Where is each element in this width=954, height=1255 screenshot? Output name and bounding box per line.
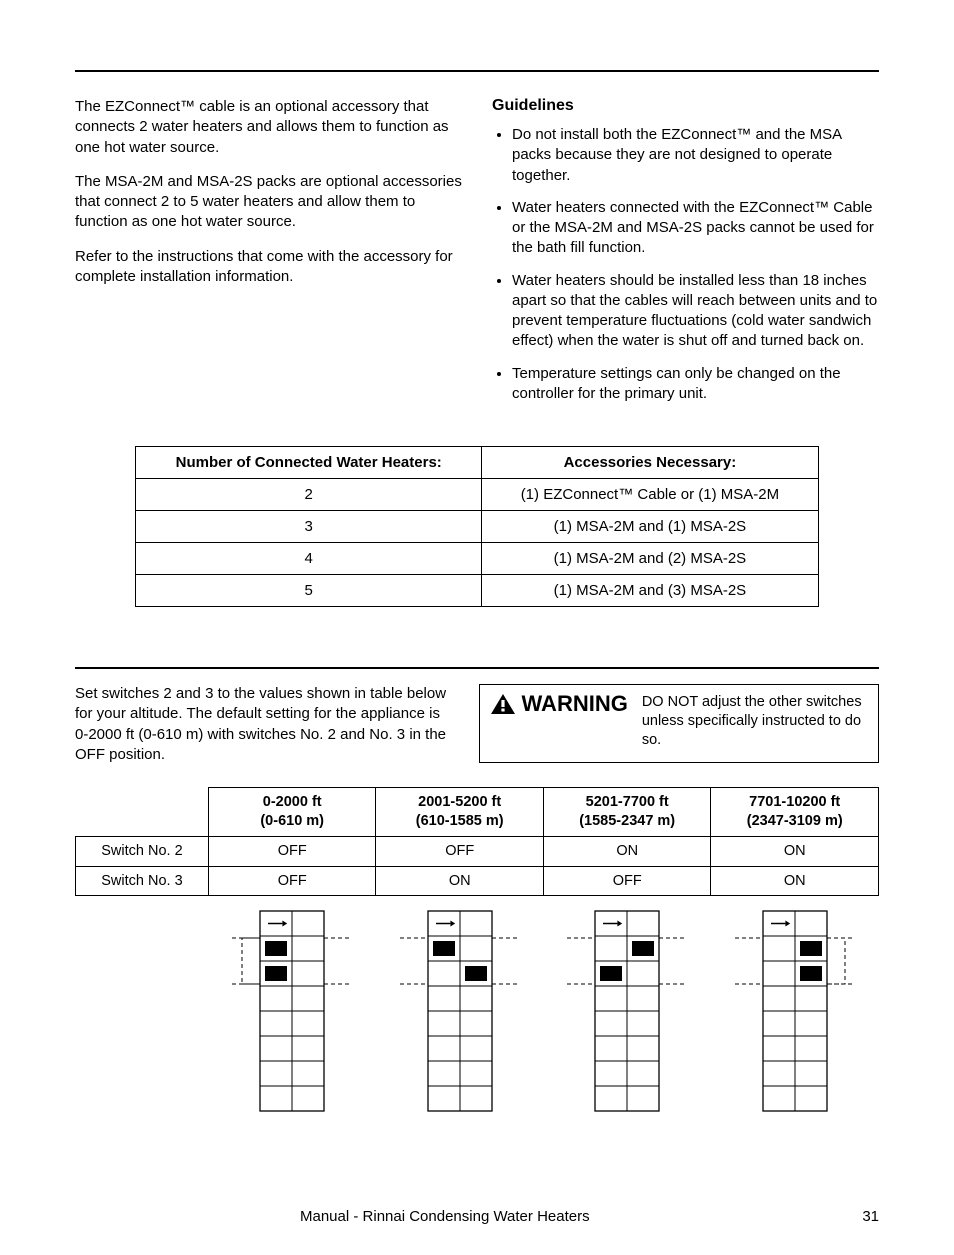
intro-columns: The EZConnect™ cable is an optional acce… <box>75 97 879 416</box>
acc-cell-accessory: (1) MSA-2M and (2) MSA-2S <box>482 543 819 575</box>
warning-label: WARNING <box>522 691 628 717</box>
alt-diag-blank <box>76 896 209 1119</box>
acc-cell-count: 2 <box>136 479 482 511</box>
alt-header-blank <box>76 788 209 837</box>
guideline-item: Do not install both the EZConnect™ and t… <box>512 125 879 186</box>
altitude-section: Set switches 2 and 3 to the values shown… <box>75 684 879 765</box>
acc-cell-accessory: (1) MSA-2M and (1) MSA-2S <box>482 511 819 543</box>
section-divider-top <box>75 70 879 72</box>
alt-cell-sw3: OFF <box>543 866 711 896</box>
alt-row-label-sw2: Switch No. 2 <box>76 836 209 866</box>
acc-row: 3(1) MSA-2M and (1) MSA-2S <box>136 511 818 543</box>
section-divider-mid <box>75 667 879 669</box>
acc-row: 5(1) MSA-2M and (3) MSA-2S <box>136 575 818 607</box>
warning-icon <box>490 693 516 715</box>
acc-row: 4(1) MSA-2M and (2) MSA-2S <box>136 543 818 575</box>
intro-p3: Refer to the instructions that come with… <box>75 247 462 288</box>
accessories-table: Number of Connected Water Heaters: Acces… <box>135 446 818 607</box>
alt-header-range: 7701-10200 ft(2347-3109 m) <box>711 788 879 837</box>
altitude-table: 0-2000 ft(0-610 m)2001-5200 ft(610-1585 … <box>75 787 879 1118</box>
warning-text: DO NOT adjust the other switches unless … <box>642 691 868 750</box>
altitude-intro: Set switches 2 and 3 to the values shown… <box>75 684 454 765</box>
alt-diagram-cell <box>711 896 879 1119</box>
alt-diagram-cell <box>376 896 544 1119</box>
alt-row-label-sw3: Switch No. 3 <box>76 866 209 896</box>
dip-switch-diagram <box>398 910 522 1112</box>
acc-cell-count: 4 <box>136 543 482 575</box>
acc-row: 2(1) EZConnect™ Cable or (1) MSA-2M <box>136 479 818 511</box>
alt-diagram-cell <box>208 896 376 1119</box>
footer-page-number: 31 <box>862 1208 879 1225</box>
alt-header-range: 5201-7700 ft(1585-2347 m) <box>543 788 711 837</box>
acc-cell-accessory: (1) EZConnect™ Cable or (1) MSA-2M <box>482 479 819 511</box>
alt-cell-sw3: OFF <box>208 866 376 896</box>
dip-switch-diagram <box>230 910 354 1112</box>
alt-header-range: 0-2000 ft(0-610 m) <box>208 788 376 837</box>
guidelines-list: Do not install both the EZConnect™ and t… <box>492 125 879 404</box>
alt-cell-sw3: ON <box>711 866 879 896</box>
acc-header-accessories: Accessories Necessary: <box>482 447 819 479</box>
guidelines-title: Guidelines <box>492 97 879 115</box>
acc-header-heaters: Number of Connected Water Heaters: <box>136 447 482 479</box>
alt-cell-sw2: OFF <box>376 836 544 866</box>
acc-cell-count: 3 <box>136 511 482 543</box>
page-footer: Manual - Rinnai Condensing Water Heaters… <box>0 1158 954 1255</box>
guideline-item: Temperature settings can only be changed… <box>512 364 879 405</box>
intro-left-col: The EZConnect™ cable is an optional acce… <box>75 97 462 416</box>
acc-cell-accessory: (1) MSA-2M and (3) MSA-2S <box>482 575 819 607</box>
alt-cell-sw3: ON <box>376 866 544 896</box>
acc-cell-count: 5 <box>136 575 482 607</box>
guidelines-col: Guidelines Do not install both the EZCon… <box>492 97 879 416</box>
alt-cell-sw2: ON <box>711 836 879 866</box>
intro-p1: The EZConnect™ cable is an optional acce… <box>75 97 462 158</box>
alt-cell-sw2: OFF <box>208 836 376 866</box>
alt-cell-sw2: ON <box>543 836 711 866</box>
dip-switch-diagram <box>565 910 689 1112</box>
guideline-item: Water heaters connected with the EZConne… <box>512 198 879 259</box>
footer-title: Manual - Rinnai Condensing Water Heaters <box>300 1208 590 1225</box>
intro-p2: The MSA-2M and MSA-2S packs are optional… <box>75 172 462 233</box>
alt-header-range: 2001-5200 ft(610-1585 m) <box>376 788 544 837</box>
warning-box: WARNING DO NOT adjust the other switches… <box>479 684 880 763</box>
alt-diagram-cell <box>543 896 711 1119</box>
guideline-item: Water heaters should be installed less t… <box>512 271 879 352</box>
dip-switch-diagram <box>733 910 857 1112</box>
